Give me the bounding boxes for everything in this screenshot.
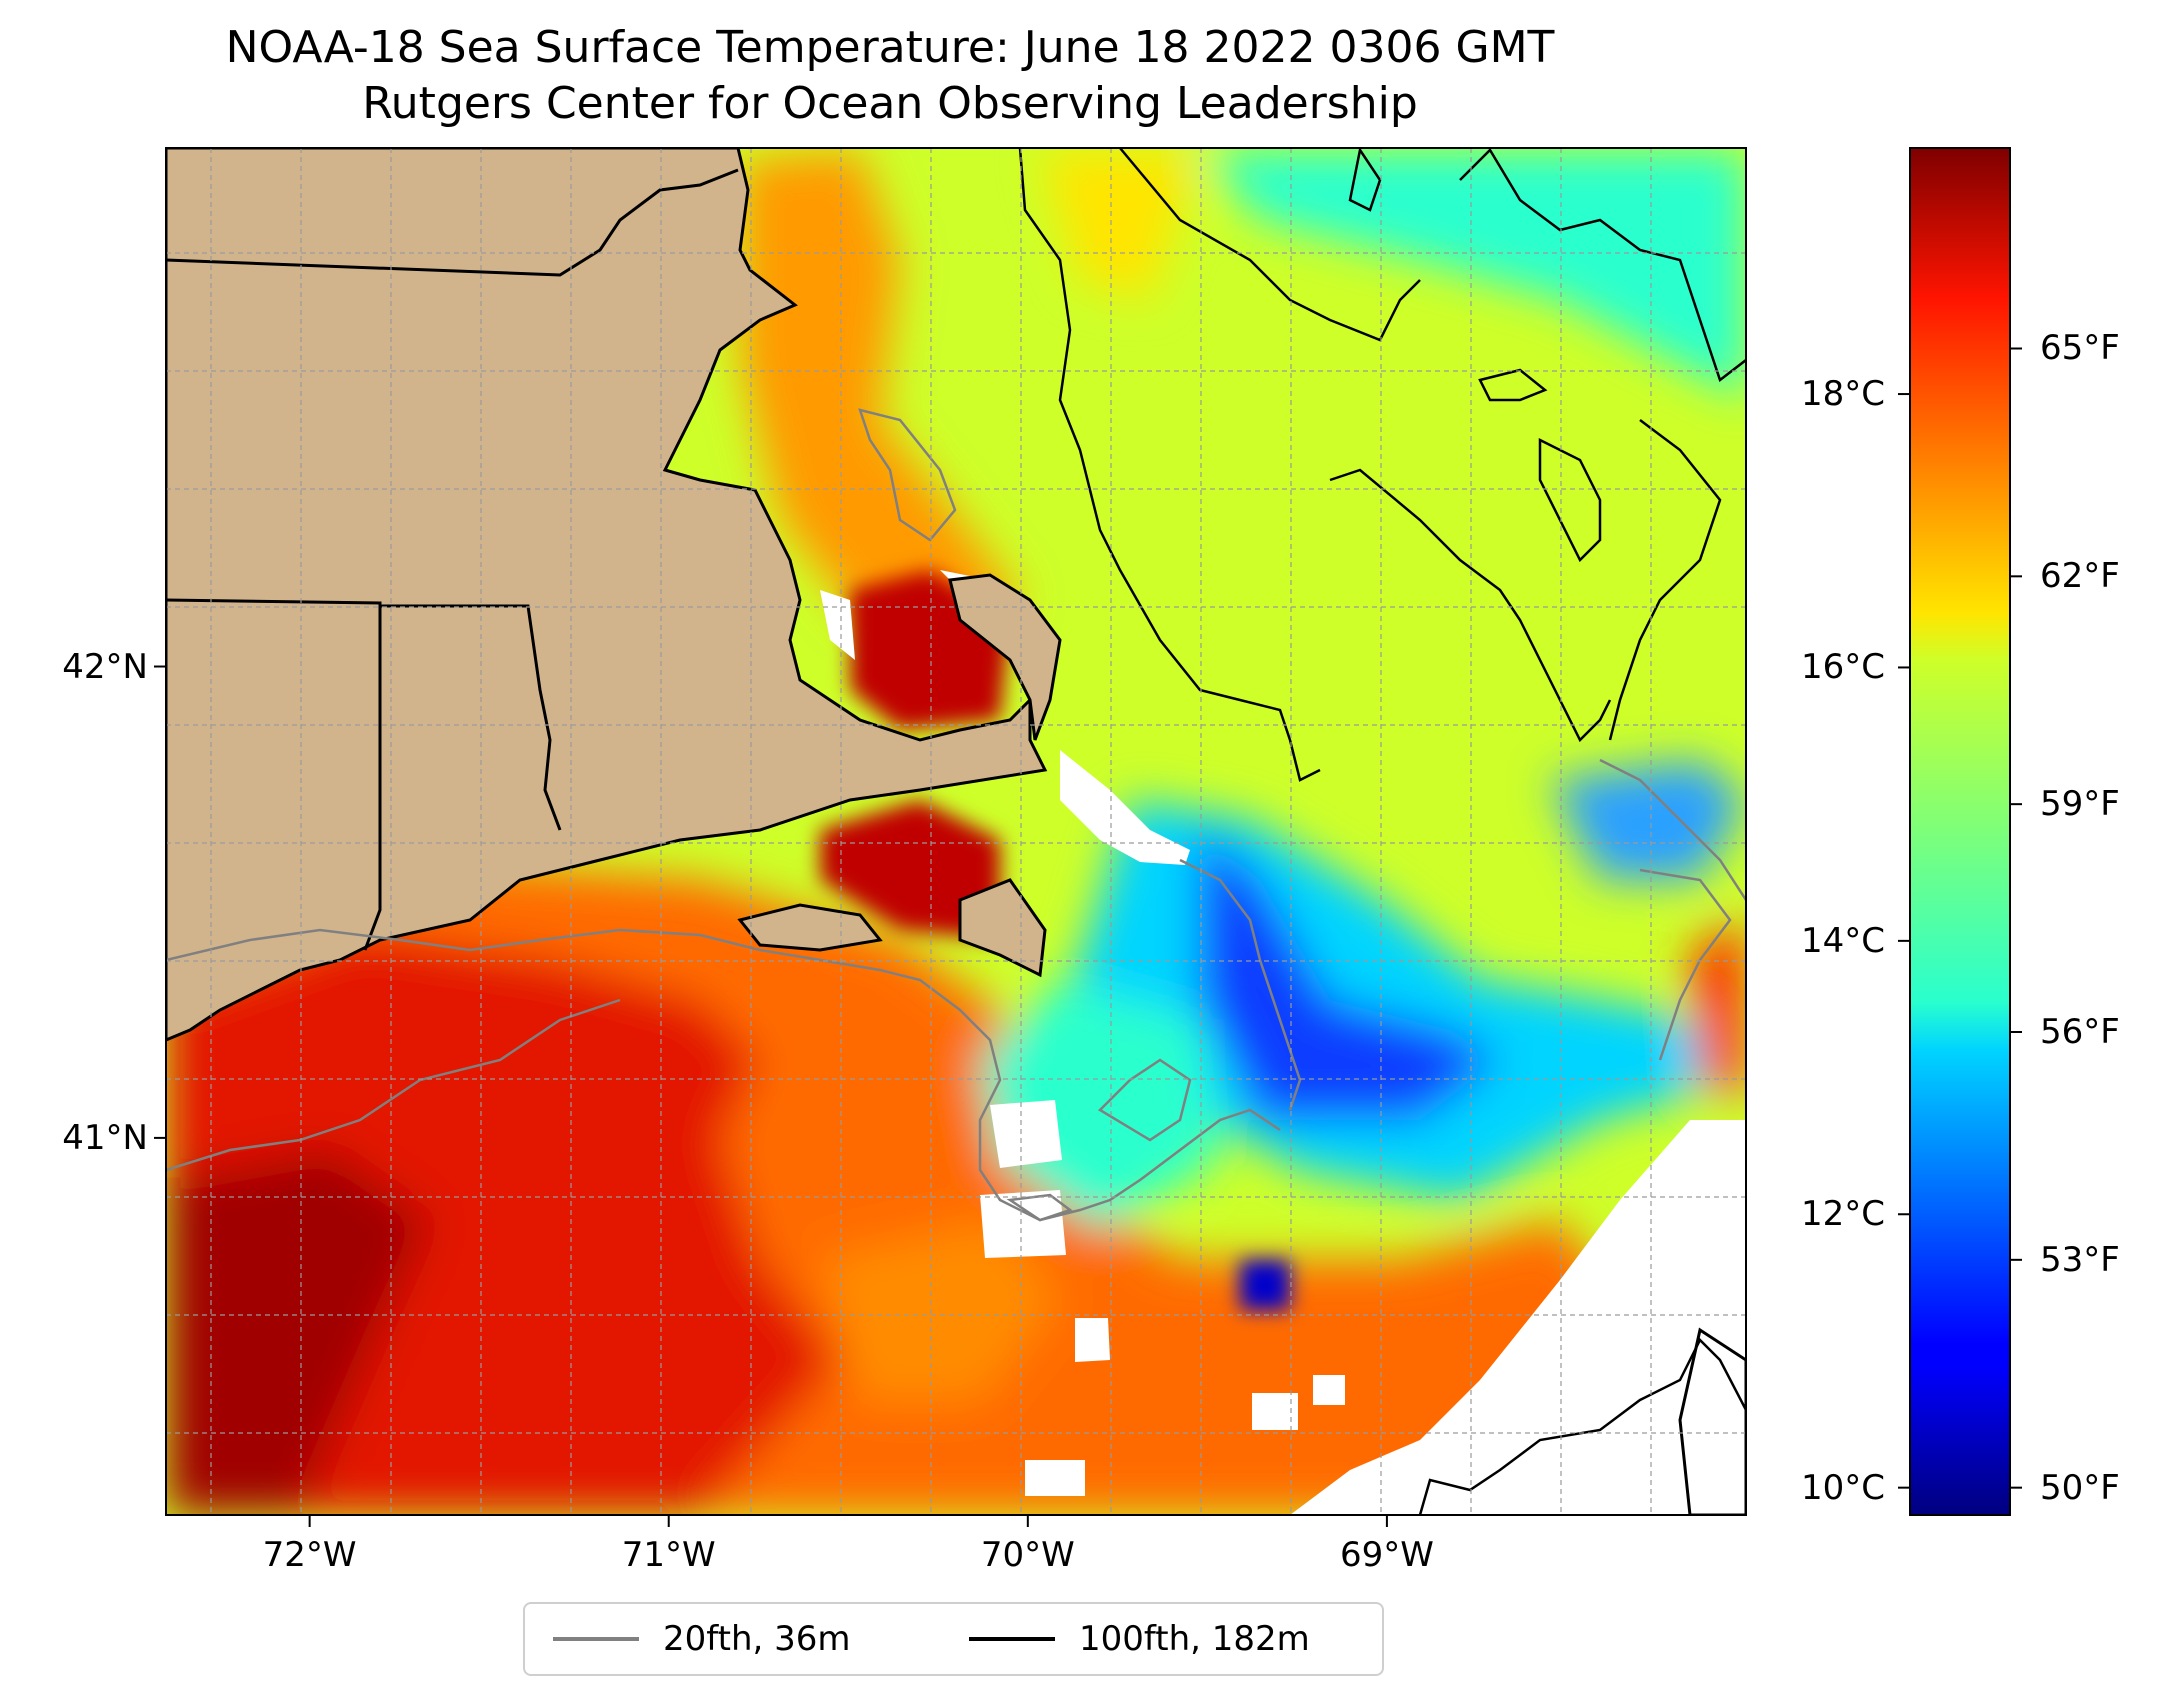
colorbar	[1910, 148, 2010, 1515]
isobath-100fth	[1018, 148, 1746, 1515]
colorbar-fahrenheit-label: 59°F	[2040, 784, 2120, 825]
legend: 20fth, 36m 100fth, 182m	[523, 1602, 1384, 1676]
colorbar-fahrenheit-label: 62°F	[2040, 556, 2120, 597]
legend-label-20fth: 20fth, 36m	[663, 1619, 851, 1659]
isobath-20fth	[166, 408, 1746, 1222]
x-tick-label: 72°W	[262, 1535, 357, 1575]
colorbar-celsius-label: 16°C	[1800, 647, 1885, 688]
colorbar-ticks	[1898, 347, 2022, 1489]
colorbar-fahrenheit-label: 53°F	[2040, 1239, 2120, 1280]
legend-swatch-20fth	[553, 1637, 639, 1641]
x-axis-ticks	[308, 1515, 1388, 1527]
x-tick-label: 71°W	[621, 1535, 716, 1575]
state-borders	[166, 168, 739, 951]
y-tick-label: 42°N	[62, 646, 148, 687]
map-frame	[165, 147, 1747, 1516]
chart-title: NOAA-18 Sea Surface Temperature: June 18…	[225, 22, 1555, 73]
y-tick-label: 41°N	[62, 1117, 148, 1158]
x-tick-label: 70°W	[980, 1535, 1075, 1575]
legend-swatch-100fth	[969, 1637, 1055, 1641]
colorbar-celsius-label: 12°C	[1800, 1194, 1885, 1235]
legend-item-100fth: 100fth, 182m	[969, 1604, 1310, 1674]
colorbar-frame	[1909, 147, 2011, 1516]
legend-item-20fth: 20fth, 36m	[553, 1604, 851, 1674]
colorbar-fahrenheit-label: 56°F	[2040, 1011, 2120, 1052]
gridlines	[166, 148, 1746, 1515]
colorbar-celsius-label: 18°C	[1800, 374, 1885, 415]
legend-label-100fth: 100fth, 182m	[1079, 1619, 1310, 1659]
x-tick-label: 69°W	[1339, 1535, 1434, 1575]
colorbar-celsius-label: 10°C	[1800, 1467, 1885, 1508]
colorbar-fahrenheit-label: 65°F	[2040, 328, 2120, 369]
y-axis-ticks	[154, 665, 166, 1139]
chart-subtitle: Rutgers Center for Ocean Observing Leade…	[362, 78, 1418, 129]
colorbar-fahrenheit-label: 50°F	[2040, 1467, 2120, 1508]
colorbar-celsius-label: 14°C	[1800, 920, 1885, 961]
sst-field	[166, 148, 1746, 1515]
